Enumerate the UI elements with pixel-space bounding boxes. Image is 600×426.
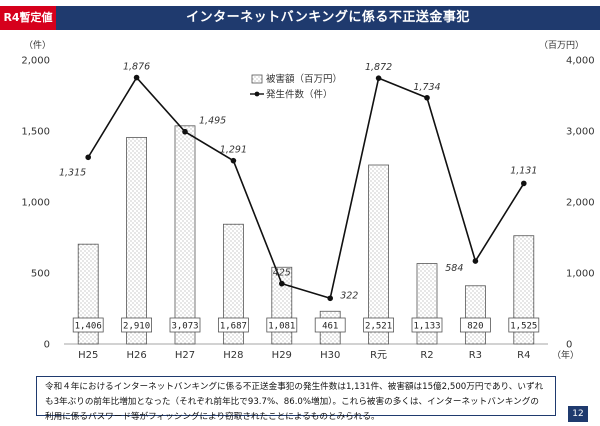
legend-line-label: 発生件数（件） <box>266 89 333 101</box>
bar-damage-R3 <box>464 285 486 345</box>
legend-bar-swatch <box>251 74 263 84</box>
bar-damage-R4 <box>513 235 535 345</box>
damage-data-label: 1,525 <box>510 322 537 332</box>
x-tick-label: H25 <box>78 350 98 361</box>
incidents-data-label: 584 <box>445 263 463 274</box>
damage-label-box <box>217 317 249 333</box>
damage-label-box <box>121 317 152 333</box>
damage-label-box <box>72 317 104 333</box>
bar-damage-H26 <box>126 136 147 345</box>
incidents-data-label: 425 <box>273 268 291 279</box>
x-axis-unit: （年） <box>552 349 579 361</box>
point-incidents-H25 <box>85 154 91 161</box>
incidents-data-label: 322 <box>340 290 358 301</box>
bar-damage-H28 <box>222 223 244 345</box>
point-incidents-H26 <box>133 74 140 81</box>
incidents-data-label: 1,734 <box>413 82 440 93</box>
damage-data-label: 2,910 <box>123 322 150 332</box>
incidents-data-label: 1,872 <box>365 62 392 73</box>
left-axis-unit: （件） <box>24 39 51 51</box>
incidents-data-label: 1,495 <box>199 116 226 127</box>
damage-data-label: 1,133 <box>413 322 440 332</box>
point-incidents-R元 <box>375 75 382 81</box>
damage-data-label: 1,687 <box>220 322 247 332</box>
point-incidents-H30 <box>327 295 334 302</box>
page-title: インターネットバンキングに係る不正送金事犯 <box>56 6 600 30</box>
line-incidents <box>87 76 525 300</box>
x-tick-label: H28 <box>223 350 243 361</box>
x-tick-label: R4 <box>517 350 530 361</box>
left-tick-label: 1,000 <box>21 198 50 209</box>
damage-data-label: 1,406 <box>75 322 102 332</box>
damage-data-label: 3,073 <box>171 322 198 332</box>
right-tick-label: 3,000 <box>566 127 595 138</box>
bar-damage-R元 <box>368 164 390 345</box>
x-tick-label: R元 <box>370 350 387 361</box>
damage-label-box <box>459 317 491 333</box>
header: R4暫定値 インターネットバンキングに係る不正送金事犯 <box>0 0 600 30</box>
damage-data-label: 461 <box>322 322 338 332</box>
incidents-data-label: 1,291 <box>220 145 247 156</box>
combo-chart: （件） （百万円） 0 500 1,000 1,500 2,000 0 1,000 2,000 3,… <box>21 39 595 361</box>
point-incidents-R3 <box>472 258 479 264</box>
left-tick-label: 0 <box>44 340 50 351</box>
damage-label-box <box>508 317 540 333</box>
right-tick-label: 4,000 <box>566 56 595 67</box>
x-tick-label: H29 <box>272 350 292 361</box>
left-tick-label: 2,000 <box>21 56 50 67</box>
x-tick-label: H27 <box>175 350 195 361</box>
damage-label-box <box>169 317 201 333</box>
incidents-data-label: 1,876 <box>123 62 150 73</box>
left-tick-label: 1,500 <box>21 127 50 138</box>
right-tick-label: 2,000 <box>566 198 595 209</box>
x-tick-label: H26 <box>126 350 146 361</box>
point-incidents-H28 <box>230 157 237 164</box>
point-incidents-H29 <box>279 280 285 287</box>
left-tick-label: 500 <box>31 269 50 280</box>
right-tick-label: 1,000 <box>566 269 595 280</box>
point-incidents-H27 <box>182 128 188 135</box>
incidents-data-label: 1,131 <box>510 165 537 176</box>
legend-bar-label: 被害額（百万円） <box>266 73 342 85</box>
x-tick-label: R3 <box>469 350 482 361</box>
right-tick-label: 0 <box>566 340 572 351</box>
x-tick-label: H30 <box>320 350 340 361</box>
right-axis-unit: （百万円） <box>539 40 584 51</box>
damage-label-box <box>363 317 395 333</box>
bar-damage-H27 <box>174 125 196 345</box>
damage-data-label: 1,081 <box>268 322 295 332</box>
damage-label-box <box>314 317 346 333</box>
damage-data-label: 2,521 <box>365 322 392 332</box>
incidents-data-label: 1,315 <box>59 167 86 178</box>
summary-note: 令和４年におけるインターネットバンキングに係る不正送金事犯の発生件数は1,131… <box>36 376 556 422</box>
damage-label-box <box>266 317 298 333</box>
provisional-badge: R4暫定値 <box>0 6 56 30</box>
legend-line-marker <box>254 91 260 97</box>
bar-damage-H29 <box>271 266 293 345</box>
x-tick-label: R2 <box>420 350 433 361</box>
page-number: 12 <box>568 406 588 422</box>
point-incidents-R2 <box>424 94 430 101</box>
damage-data-label: 820 <box>467 322 483 332</box>
damage-label-box <box>411 317 443 333</box>
point-incidents-R4 <box>521 180 527 187</box>
